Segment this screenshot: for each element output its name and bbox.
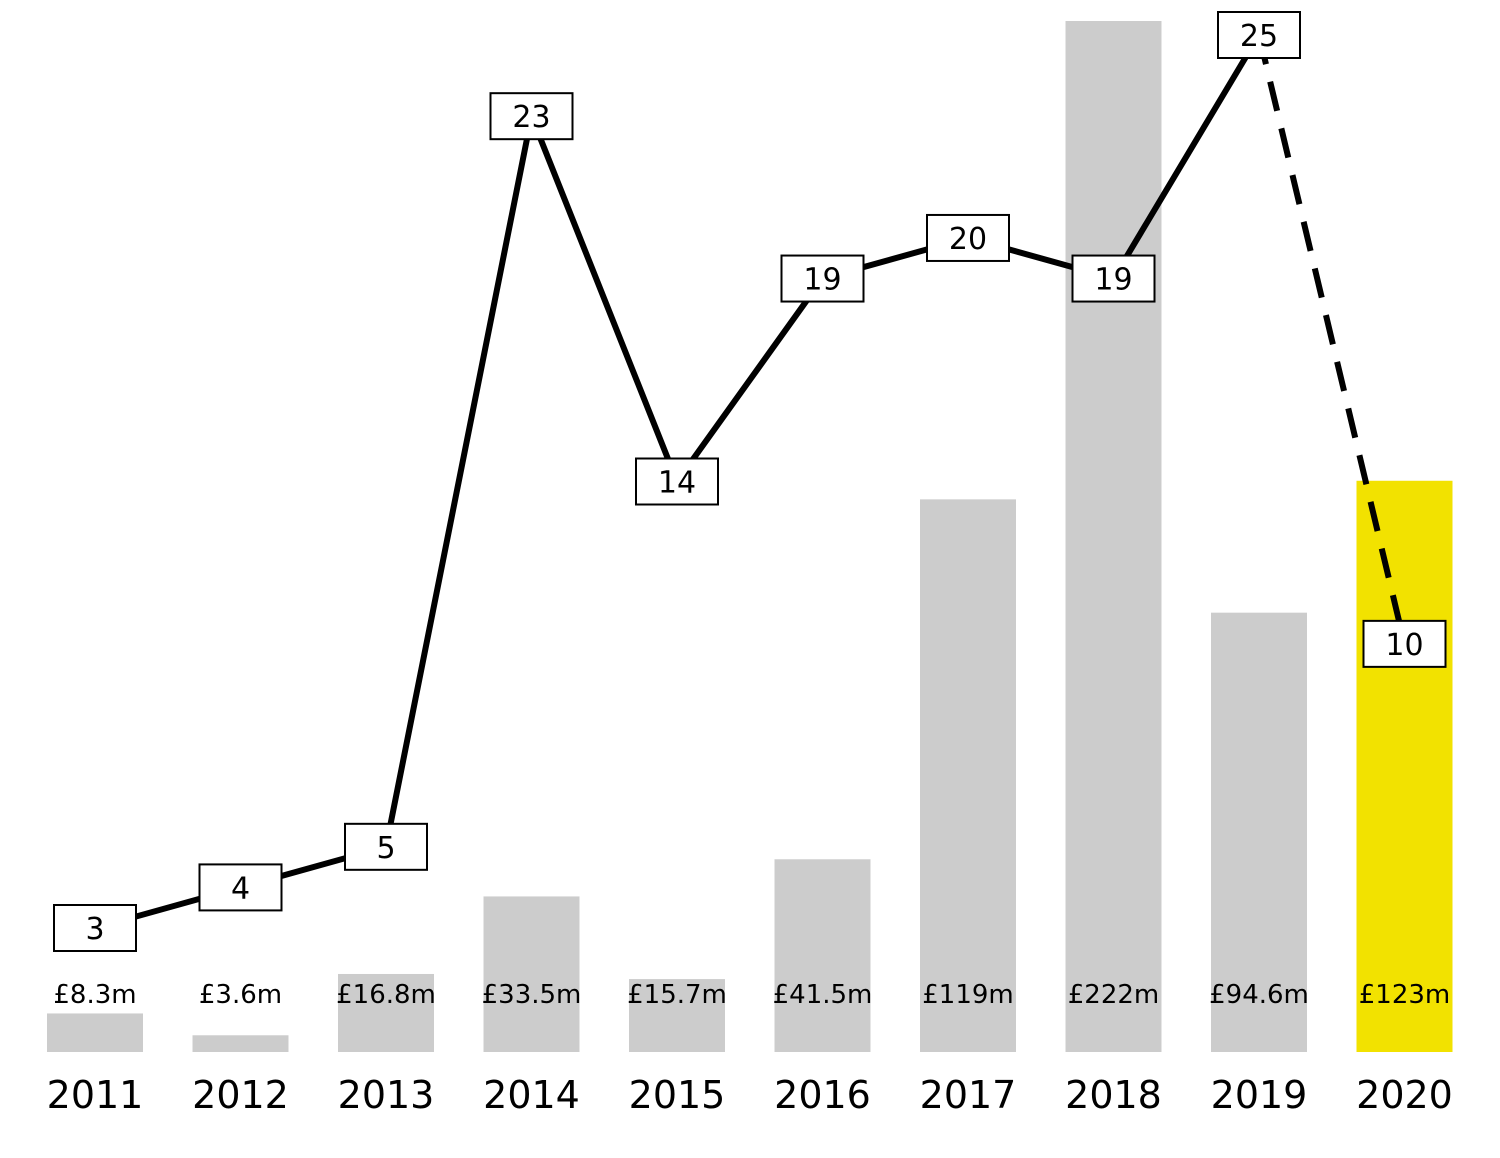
count-label-box [635, 457, 719, 506]
count-label-text: 25 [1240, 19, 1278, 54]
bar-value-label-2016: £41.5m [773, 980, 873, 1010]
count-label-box [1362, 619, 1447, 668]
count-label-2020: 10 [1362, 619, 1447, 668]
count-label-2016: 19 [780, 254, 865, 303]
bar-value-label-2020: £123m [1359, 980, 1451, 1010]
x-axis-labels: 2011 2012 2013 2014 2015 2016 2017 2018 2019 2020 [47, 1073, 1453, 1117]
count-label-2018: 19 [1071, 254, 1156, 303]
count-label-box [198, 863, 283, 912]
bar-2012 [192, 1035, 289, 1052]
bar-value-label-2011: £8.3m [53, 980, 136, 1010]
count-label-2019: 25 [1217, 11, 1301, 59]
bar-value-label-2013: £16.8m [336, 980, 436, 1010]
bar-2014 [483, 896, 580, 1052]
bar-2015 [629, 979, 725, 1052]
count-label-2014: 23 [489, 92, 574, 141]
bar-2017 [920, 499, 1016, 1053]
year-label-2013: 2013 [338, 1073, 435, 1117]
count-label-text: 19 [1094, 263, 1132, 298]
count-label-text: 20 [949, 222, 987, 257]
bar-2011 [47, 1013, 143, 1052]
year-label-2015: 2015 [629, 1073, 726, 1117]
bar-value-label-2015: £15.7m [627, 980, 727, 1010]
year-label-2020: 2020 [1356, 1073, 1453, 1117]
year-label-2012: 2012 [192, 1073, 289, 1117]
count-label-box [926, 213, 1010, 262]
count-label-text: 14 [658, 466, 696, 501]
count-label-box [489, 92, 574, 141]
bar-value-label-2019: £94.6m [1209, 980, 1309, 1010]
count-label-2017: 20 [926, 213, 1010, 262]
count-label-2015: 14 [635, 457, 719, 506]
year-label-2018: 2018 [1065, 1073, 1162, 1117]
count-label-text: 10 [1385, 628, 1423, 663]
bars-layer [47, 21, 1453, 1053]
count-label-text: 3 [85, 912, 104, 947]
year-label-2017: 2017 [920, 1073, 1017, 1117]
year-label-2019: 2019 [1211, 1073, 1308, 1117]
count-label-2013: 5 [344, 822, 428, 871]
bar-2019 [1211, 612, 1307, 1052]
year-label-2016: 2016 [774, 1073, 871, 1117]
count-label-box [1217, 11, 1301, 59]
count-label-text: 4 [231, 871, 250, 906]
count-label-text: 23 [512, 100, 550, 135]
bar-2018 [1065, 21, 1162, 1052]
count-label-text: 19 [803, 263, 841, 298]
bar-2016 [774, 859, 871, 1052]
bar-value-label-2012: £3.6m [199, 980, 282, 1010]
bar-2020 [1356, 480, 1453, 1052]
count-line-projected-segment [1256, 34, 1408, 645]
count-label-text: 5 [376, 831, 395, 866]
bar-value-label-2018: £222m [1068, 980, 1160, 1010]
bar-labels-layer: £8.3m £3.6m £16.8m £33.5m £15.7m £41.5m £119m £… [53, 980, 1450, 1010]
bar-value-label-2017: £119m [922, 980, 1014, 1010]
year-label-2011: 2011 [47, 1073, 144, 1117]
bar-value-label-2014: £33.5m [482, 980, 582, 1010]
count-label-box [1071, 254, 1156, 303]
count-label-2011: 3 [53, 904, 137, 952]
count-label-box [53, 904, 137, 952]
count-label-box [344, 822, 428, 871]
count-label-box [780, 254, 865, 303]
year-label-2014: 2014 [483, 1073, 580, 1117]
count-label-2012: 4 [198, 863, 283, 912]
count-labels-layer: 3 4 5 23 14 19 20 19 25 10 [53, 11, 1447, 952]
line-layer [94, 33, 1408, 931]
bar-2013 [338, 973, 434, 1052]
